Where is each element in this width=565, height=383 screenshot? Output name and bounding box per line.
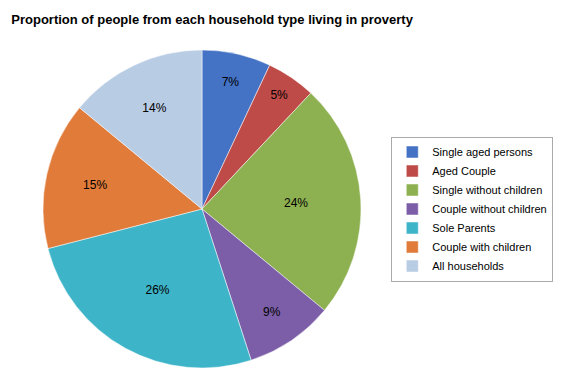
svg-text:Sole Parents: Sole Parents	[432, 222, 495, 234]
svg-text:Single without children: Single without children	[432, 184, 542, 196]
svg-text:5%: 5%	[270, 88, 288, 102]
svg-text:Aged Couple: Aged Couple	[432, 165, 496, 177]
svg-text:14%: 14%	[142, 101, 166, 115]
svg-text:Couple with children: Couple with children	[432, 241, 531, 253]
svg-text:9%: 9%	[263, 305, 281, 319]
svg-text:Couple without children: Couple without children	[432, 203, 546, 215]
svg-text:26%: 26%	[146, 283, 170, 297]
svg-text:Single aged persons: Single aged persons	[432, 146, 533, 158]
svg-text:15%: 15%	[83, 178, 107, 192]
svg-text:All households: All households	[432, 260, 504, 272]
svg-text:7%: 7%	[222, 75, 240, 89]
svg-text:24%: 24%	[284, 196, 308, 210]
svg-text:Proportion of people from each: Proportion of people from each household…	[11, 12, 413, 27]
